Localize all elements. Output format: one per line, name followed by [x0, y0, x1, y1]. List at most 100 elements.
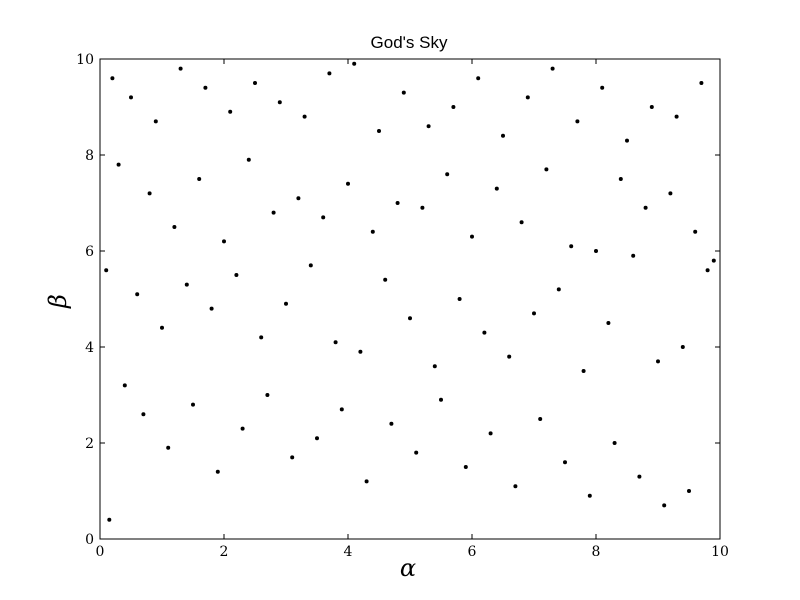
data-point — [494, 186, 499, 191]
data-point — [482, 330, 487, 335]
data-point — [383, 277, 388, 282]
data-point — [668, 191, 673, 196]
data-point — [197, 177, 202, 181]
data-point — [550, 66, 555, 71]
data-point — [358, 349, 363, 354]
data-point — [116, 162, 121, 167]
data-point — [290, 455, 295, 460]
data-point — [141, 412, 146, 417]
data-point — [631, 253, 636, 258]
data-point — [209, 306, 214, 311]
data-point — [556, 287, 561, 292]
data-point — [308, 263, 313, 268]
x-tick-label: 4 — [344, 544, 353, 560]
data-point — [107, 517, 112, 522]
data-point — [519, 220, 524, 225]
data-point — [451, 105, 456, 109]
data-point — [352, 61, 357, 66]
data-point — [563, 460, 567, 465]
x-tick-label: 2 — [220, 544, 229, 560]
data-point — [184, 282, 189, 287]
data-point — [575, 119, 580, 124]
data-point — [240, 426, 245, 431]
data-point — [178, 66, 183, 71]
data-point — [370, 229, 375, 234]
data-points — [104, 61, 716, 522]
data-point — [135, 292, 140, 297]
data-point — [637, 474, 642, 479]
data-point — [321, 215, 326, 220]
data-point — [203, 85, 208, 90]
data-point — [259, 335, 264, 340]
data-point — [426, 124, 431, 129]
data-point — [277, 100, 282, 105]
x-axis-label: α — [400, 554, 416, 582]
data-point — [569, 244, 574, 249]
data-point — [470, 234, 474, 239]
data-point — [662, 503, 667, 508]
data-point — [538, 417, 543, 421]
data-point — [705, 268, 710, 273]
data-point — [395, 201, 400, 205]
data-point — [110, 76, 115, 81]
data-point — [420, 205, 425, 210]
data-point — [656, 359, 660, 364]
data-point — [271, 210, 276, 215]
data-point — [513, 484, 518, 489]
data-point — [333, 340, 338, 345]
data-point — [172, 225, 177, 229]
y-tick-label: 4 — [85, 340, 94, 356]
data-point — [587, 493, 592, 498]
y-tick-label: 6 — [85, 244, 94, 260]
data-point — [414, 450, 419, 455]
data-point — [122, 383, 127, 388]
data-point — [160, 325, 164, 330]
data-point — [265, 393, 270, 397]
plot-area-frame — [99, 58, 721, 540]
x-tick-label: 10 — [711, 544, 729, 560]
data-point — [401, 90, 406, 95]
data-point — [234, 273, 239, 277]
y-tick-label: 0 — [85, 532, 94, 548]
data-point — [612, 441, 617, 445]
data-point — [246, 157, 251, 162]
data-point — [600, 85, 605, 90]
data-point — [408, 316, 412, 321]
data-point — [594, 249, 598, 253]
data-point — [649, 105, 654, 109]
data-point — [445, 172, 450, 177]
data-point — [501, 133, 505, 138]
x-tick-label: 8 — [592, 544, 601, 560]
y-tick-label: 2 — [85, 436, 94, 452]
data-point — [191, 402, 195, 407]
data-point — [327, 71, 332, 76]
y-axis-label: β — [44, 294, 72, 309]
data-point — [439, 397, 443, 402]
data-point — [581, 369, 586, 373]
data-point — [253, 81, 257, 85]
data-point — [166, 445, 171, 450]
data-point — [302, 114, 307, 119]
data-point — [693, 229, 698, 234]
data-point — [618, 177, 623, 181]
data-point — [699, 81, 704, 85]
data-point — [544, 167, 549, 172]
data-point — [129, 95, 133, 100]
data-point — [674, 114, 679, 119]
data-point — [643, 205, 648, 210]
chart-title: God's Sky — [371, 33, 448, 52]
data-point — [364, 479, 369, 484]
data-point — [389, 421, 394, 426]
x-tick-label: 6 — [468, 544, 477, 560]
x-tick-label: 0 — [96, 544, 105, 560]
data-point — [284, 301, 288, 306]
data-point — [228, 109, 233, 114]
data-point — [680, 345, 685, 349]
data-point — [476, 76, 481, 81]
data-point — [377, 129, 381, 133]
data-point — [296, 196, 301, 201]
data-point — [147, 191, 152, 196]
data-point — [153, 119, 158, 124]
data-point — [625, 138, 629, 143]
data-point — [687, 489, 691, 493]
